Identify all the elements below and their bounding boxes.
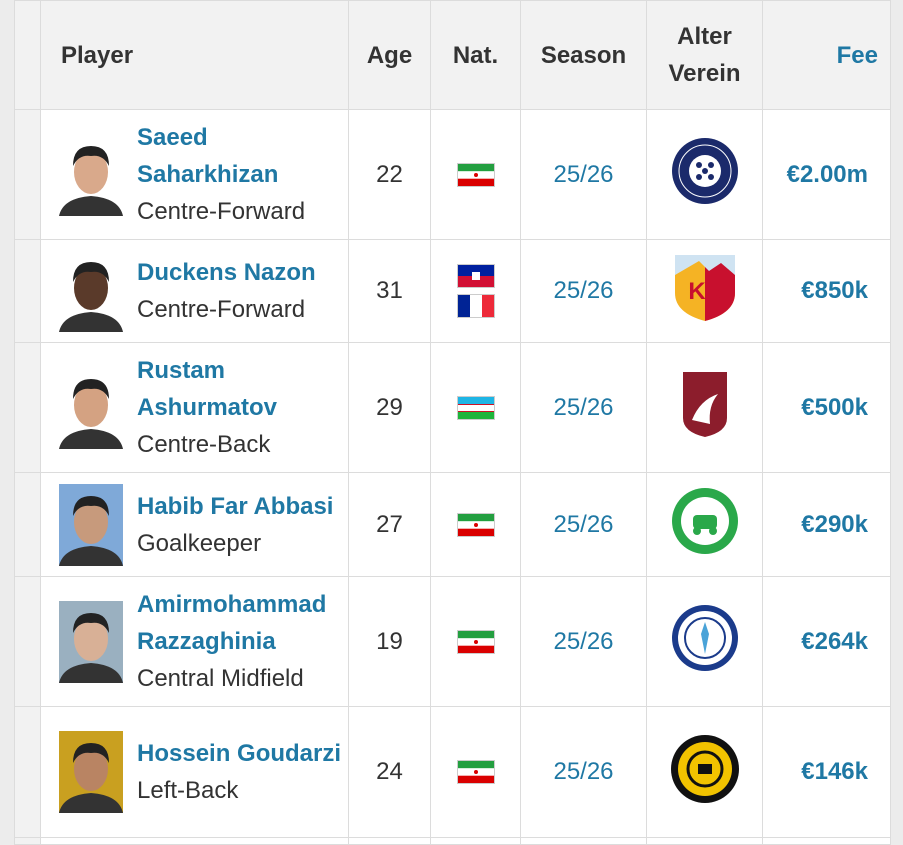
table-row: Saeed Saharkhizan Centre-Forward 22 25/26…: [14, 109, 891, 240]
player-cell: Rustam Ashurmatov Centre-Back: [40, 342, 349, 473]
player-name-link[interactable]: Duckens Nazon: [137, 259, 316, 286]
table-row: Amirmohammad Razzaghinia Central Midfield…: [14, 576, 891, 707]
header-season[interactable]: Season: [520, 0, 647, 110]
club-cell: [646, 706, 763, 838]
nationality-cell: [430, 109, 521, 240]
header-club-label: Alter Verein: [668, 23, 741, 87]
season-cell: 25/26: [520, 342, 647, 473]
header-nat[interactable]: Nat.: [430, 0, 521, 110]
player-cell: Saeed Saharkhizan Centre-Forward: [40, 109, 349, 240]
club-cell: [646, 109, 763, 240]
svg-text:KS: KS: [688, 278, 721, 305]
table-row: Hossein Goudarzi Left-Back 24 25/26 €146k: [14, 706, 891, 838]
season-cell: 25/26: [520, 576, 647, 707]
player-name-link[interactable]: Habib Far Abbasi: [137, 492, 334, 520]
kayserispor-crest-icon[interactable]: KS: [647, 253, 762, 330]
player-name-link[interactable]: Rustam Ashurmatov: [137, 357, 278, 421]
flag-iran-icon: [456, 760, 495, 784]
player-position: Centre-Forward: [137, 198, 306, 225]
row-spacer: [14, 706, 41, 838]
nationality-cell: [430, 706, 521, 838]
player-photo[interactable]: [59, 250, 123, 332]
fee-cell[interactable]: €264k: [762, 576, 891, 707]
player-position: Centre-Back: [137, 431, 271, 458]
player-photo[interactable]: [59, 731, 123, 813]
header-spacer: [14, 0, 41, 110]
nationality-cell: [430, 342, 521, 473]
club-cell: [646, 576, 763, 707]
age-cell: 27: [348, 472, 431, 577]
player-name-link[interactable]: Amirmohammad Razzaghinia: [137, 591, 327, 655]
player-photo[interactable]: [59, 483, 123, 566]
rubin-kazan-crest-icon[interactable]: [647, 370, 762, 445]
row-spacer: [14, 472, 41, 577]
header-player[interactable]: Player: [40, 0, 349, 110]
player-cell: Habib Far Abbasi Goalkeeper: [40, 472, 349, 577]
header-age[interactable]: Age: [348, 0, 431, 110]
flag-haiti-icon: [456, 264, 495, 288]
flag-uzbekistan-icon: [456, 395, 495, 420]
player-position: Left-Back: [137, 777, 239, 804]
player-cell: Hossein Goudarzi Left-Back: [40, 706, 349, 838]
season-cell: 25/26: [520, 472, 647, 577]
row-spacer: [14, 109, 41, 240]
player-cell: Duckens Nazon Centre-Forward: [40, 239, 349, 343]
orenburg-crest-icon[interactable]: [647, 137, 762, 212]
flag-iran-icon: [456, 162, 495, 187]
nationality-cell: [430, 576, 521, 707]
club-cell: KS: [646, 239, 763, 343]
row-spacer: [14, 576, 41, 707]
player-name-link[interactable]: Saeed Saharkhizan: [137, 124, 279, 188]
flag-iran-icon: [456, 629, 495, 654]
table-row: Rustam Ashurmatov Centre-Back 29 25/26 €5…: [14, 342, 891, 473]
row-spacer: [14, 342, 41, 473]
player-position: Central Midfield: [137, 665, 304, 692]
table-header: Player Age Nat. Season Alter Verein Fee: [14, 0, 891, 110]
nationality-cell: [430, 239, 521, 343]
player-photo[interactable]: [59, 366, 123, 449]
age-cell: 19: [348, 576, 431, 707]
player-position: Goalkeeper: [137, 529, 262, 557]
club-cell: [646, 342, 763, 473]
season-cell: 25/26: [520, 706, 647, 838]
player-cell: Amirmohammad Razzaghinia Central Midfield: [40, 576, 349, 707]
header-fee[interactable]: Fee: [762, 0, 891, 110]
fee-cell[interactable]: €850k: [762, 239, 891, 343]
fee-cell[interactable]: €500k: [762, 342, 891, 473]
sepahan-crest-icon[interactable]: [647, 734, 762, 811]
player-name-link[interactable]: Hossein Goudarzi: [137, 740, 342, 767]
player-photo[interactable]: [59, 133, 123, 216]
zob-ahan-crest-icon[interactable]: [647, 487, 762, 562]
age-cell: 31: [348, 239, 431, 343]
transfers-table: Player Age Nat. Season Alter Verein Fee …: [14, 0, 891, 845]
fee-cell[interactable]: €2.00m: [762, 109, 891, 240]
fee-cell[interactable]: €146k: [762, 706, 891, 838]
season-cell: 25/26: [520, 239, 647, 343]
club-cell: [646, 472, 763, 577]
esteghlal-khuzestan-crest-icon[interactable]: [647, 604, 762, 679]
header-club[interactable]: Alter Verein: [646, 0, 763, 110]
flag-france-icon: [456, 294, 495, 318]
age-cell: 24: [348, 706, 431, 838]
row-spacer: [14, 239, 41, 343]
age-cell: 22: [348, 109, 431, 240]
player-position: Centre-Forward: [137, 296, 306, 323]
age-cell: 29: [348, 342, 431, 473]
spacer: [14, 837, 41, 845]
table-row: Duckens Nazon Centre-Forward 31 25/26 KS …: [14, 239, 891, 343]
nationality-cell: [430, 472, 521, 577]
fee-cell[interactable]: €290k: [762, 472, 891, 577]
season-cell: 25/26: [520, 109, 647, 240]
table-row: Habib Far Abbasi Goalkeeper 27 25/26 €290…: [14, 472, 891, 577]
flag-iran-icon: [456, 512, 495, 537]
player-photo[interactable]: [59, 600, 123, 683]
